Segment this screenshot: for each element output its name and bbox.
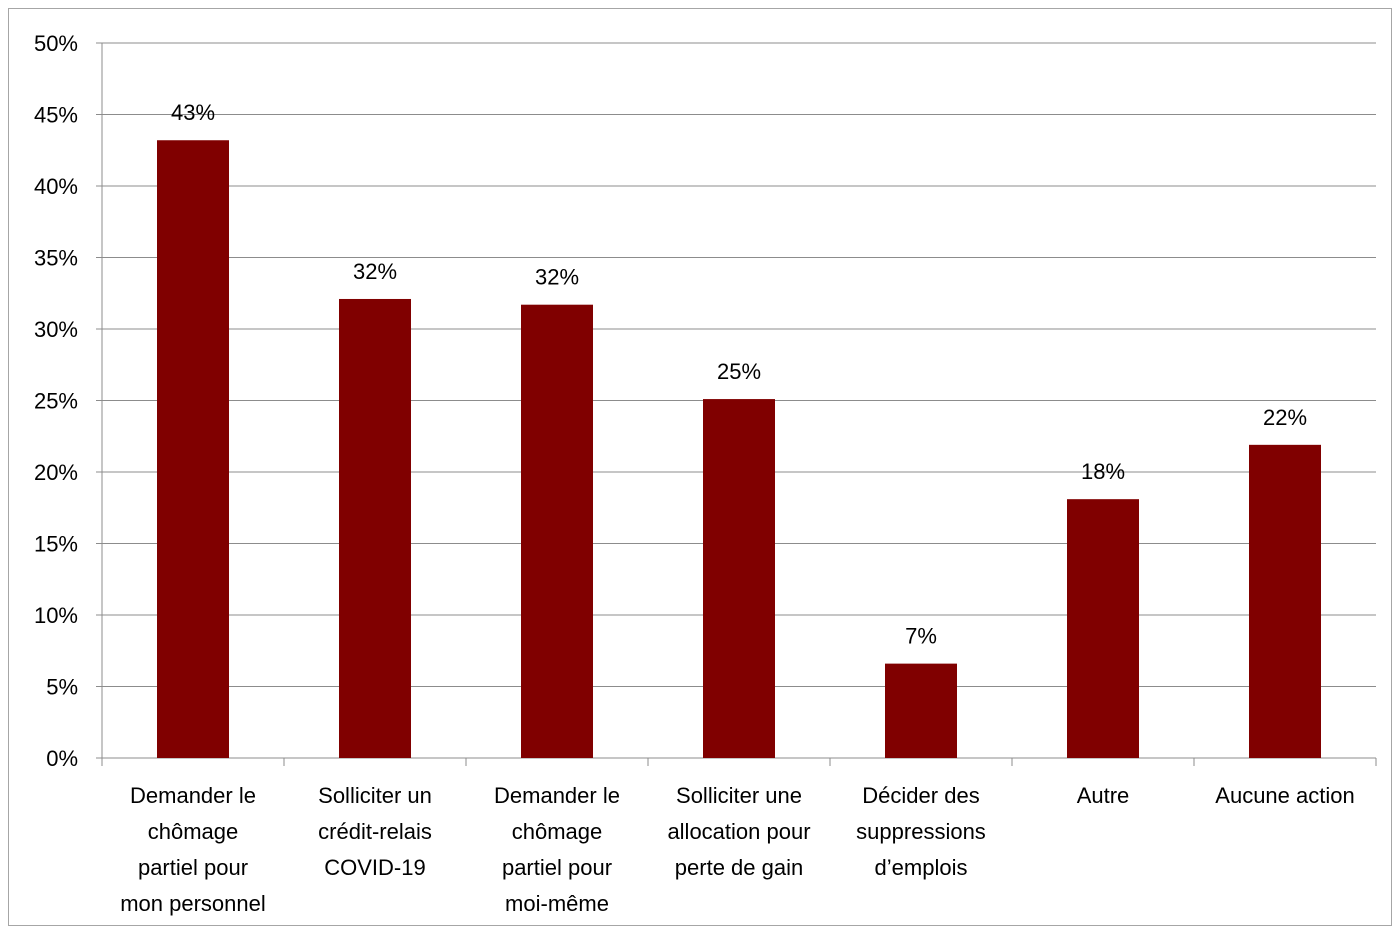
y-tick-label: 0% (46, 746, 78, 771)
x-tick-label: Aucune action (1215, 783, 1354, 808)
y-tick-label: 30% (34, 317, 78, 342)
data-label: 32% (353, 259, 397, 284)
y-tick-label: 40% (34, 174, 78, 199)
bar (1249, 444, 1321, 758)
x-tick-label-line: partiel pour (502, 855, 612, 880)
x-tick-label-line: Aucune action (1215, 783, 1354, 808)
bar (703, 399, 775, 758)
x-tick-label-line: crédit-relais (318, 819, 432, 844)
data-label: 43% (171, 100, 215, 125)
y-tick-label: 35% (34, 246, 78, 271)
x-tick-label-line: chômage (512, 819, 603, 844)
x-tick-label-line: suppressions (856, 819, 986, 844)
y-tick-label: 50% (34, 31, 78, 56)
data-label: 22% (1263, 405, 1307, 430)
data-label: 25% (717, 359, 761, 384)
x-tick-label-line: Demander le (494, 783, 620, 808)
x-tick-label-line: partiel pour (138, 855, 248, 880)
x-tick-label: Solliciter une allocation pour perte de ga… (667, 783, 810, 880)
y-tick-label: 25% (34, 389, 78, 414)
bar (339, 298, 411, 758)
x-tick-label-line: Solliciter une (676, 783, 802, 808)
x-tick-label-line: allocation pour (667, 819, 810, 844)
x-tick-label-line: Demander le (130, 783, 256, 808)
chart-frame (8, 8, 1392, 926)
x-tick-label-line: chômage (148, 819, 239, 844)
data-label: 18% (1081, 459, 1125, 484)
data-label: 7% (905, 624, 937, 649)
bar (1067, 499, 1139, 758)
x-tick-label-line: mon personnel (120, 891, 266, 916)
x-tick-label: Demander le chômage partiel pour mon person… (120, 783, 266, 916)
y-tick-label: 5% (46, 675, 78, 700)
x-tick-label-line: COVID-19 (324, 855, 425, 880)
x-tick-label-line: perte de gain (675, 855, 803, 880)
x-tick-label: Autre (1077, 783, 1130, 808)
x-tick-label-line: d’emplois (875, 855, 968, 880)
y-tick-label: 20% (34, 460, 78, 485)
x-tick-label-line: moi-même (505, 891, 609, 916)
bar (885, 663, 957, 758)
y-tick-label: 15% (34, 532, 78, 557)
bar (521, 304, 593, 758)
y-tick-label: 45% (34, 103, 78, 128)
y-tick-label: 10% (34, 603, 78, 628)
x-tick-label: Demander le chômage partiel pour moi-même (494, 783, 620, 916)
data-label: 32% (535, 265, 579, 290)
x-tick-label-line: Décider des (862, 783, 979, 808)
bar (157, 140, 229, 759)
x-tick-label: Solliciter un crédit-relais COVID-19 (318, 783, 432, 880)
x-tick-label: Décider des suppressions d’emplois (856, 783, 986, 880)
x-tick-label-line: Solliciter un (318, 783, 432, 808)
x-tick-label-line: Autre (1077, 783, 1130, 808)
